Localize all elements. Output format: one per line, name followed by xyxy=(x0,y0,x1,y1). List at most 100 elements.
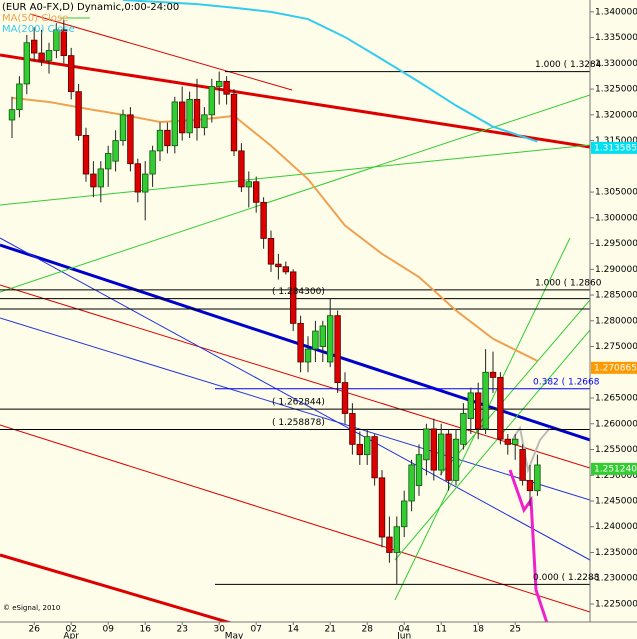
x-tick-label: 02 xyxy=(65,625,76,635)
candle-body xyxy=(38,52,45,62)
y-tick-label: 1.235000 xyxy=(595,548,637,558)
trend-line xyxy=(0,144,590,206)
legend-entry: MA(50) Close xyxy=(2,13,68,24)
level-label: 0.382 ( 1.2668 xyxy=(533,377,600,387)
candle-body xyxy=(452,438,460,481)
legend-entry: MA(200) Close xyxy=(2,24,75,35)
trend-line xyxy=(0,243,590,442)
price-marker-label: 1.270865 xyxy=(594,363,637,373)
candle-body xyxy=(519,449,526,481)
candle-body xyxy=(215,80,223,87)
price-marker xyxy=(591,361,637,374)
x-tick-label: 07 xyxy=(250,625,261,635)
candle-body xyxy=(30,39,38,54)
trend-line xyxy=(394,329,590,561)
y-tick-label: 1.315000 xyxy=(595,136,637,146)
candle-body xyxy=(326,315,334,363)
x-tick-label: 18 xyxy=(472,625,484,635)
candle-body xyxy=(349,413,356,445)
candle-body xyxy=(363,436,371,456)
candle-body xyxy=(60,29,67,57)
level-label: ( 1.262844) xyxy=(272,398,325,408)
candle-body xyxy=(208,86,215,116)
candle-body xyxy=(393,526,400,553)
candle-body xyxy=(341,382,349,414)
price-marker xyxy=(591,141,637,154)
candle-body xyxy=(16,83,23,111)
candle-body xyxy=(141,173,149,193)
candle-body xyxy=(134,163,141,193)
candle-body xyxy=(112,140,119,162)
y-tick-label: 1.295000 xyxy=(595,239,637,249)
candle-body xyxy=(178,101,186,134)
candle-body xyxy=(97,168,104,188)
trend-line xyxy=(0,237,590,561)
price-marker xyxy=(591,462,637,475)
candle-body xyxy=(474,392,482,430)
y-tick-label: 1.250000 xyxy=(595,471,637,481)
trend-line xyxy=(0,94,590,293)
candle-body xyxy=(282,266,289,273)
plot xyxy=(0,0,590,585)
x-tick-label: 16 xyxy=(139,625,151,635)
candle-body xyxy=(504,438,511,445)
candle-body xyxy=(289,271,297,324)
y-tick-label: 1.230000 xyxy=(595,574,637,584)
projection xyxy=(508,469,549,622)
candle-body xyxy=(23,42,30,85)
price-marker-label: 1.313585 xyxy=(594,143,637,153)
candle-body xyxy=(312,330,319,350)
candle-body xyxy=(437,433,445,471)
candle-body xyxy=(105,153,112,170)
candle-body xyxy=(53,29,60,51)
candle-body xyxy=(164,129,171,147)
candle-body xyxy=(534,464,541,492)
candle-body xyxy=(75,91,82,136)
candle-body xyxy=(430,428,437,471)
candle-body xyxy=(127,114,134,165)
candle-body xyxy=(82,135,90,175)
candle-body xyxy=(415,454,423,486)
y-tick-label: 1.305000 xyxy=(595,188,637,198)
candle-body xyxy=(489,371,497,378)
candle-body xyxy=(223,80,230,95)
candle-body xyxy=(526,480,534,492)
trend-line xyxy=(29,13,293,91)
month-label: Jun xyxy=(396,632,411,639)
candle-body xyxy=(186,98,193,134)
candle-body xyxy=(275,263,282,268)
candle-body xyxy=(371,436,378,479)
level-label: ( 1.284300) xyxy=(272,287,325,297)
x-tick-label: 09 xyxy=(102,625,114,635)
x-tick-label: 11 xyxy=(435,625,446,635)
candle-body xyxy=(319,325,326,347)
candle-body xyxy=(260,201,267,239)
candle-body xyxy=(512,438,519,445)
moving-average xyxy=(11,96,538,362)
month-label: Apr xyxy=(63,632,79,639)
candle-body xyxy=(8,109,16,121)
chart-title: (EUR A0-FX,D) Dynamic,0:00-24:00 xyxy=(2,2,179,13)
candle-body xyxy=(497,377,504,440)
level-label: 0.000 ( 1.2288 xyxy=(533,573,600,583)
x-tick-label: 30 xyxy=(213,625,225,635)
x-tick-label: 23 xyxy=(176,625,187,635)
candle-body xyxy=(482,371,489,430)
trend-line xyxy=(0,284,590,469)
y-tick-label: 1.260000 xyxy=(595,419,637,429)
candle-body xyxy=(304,348,312,363)
candle-body xyxy=(119,114,127,141)
y-tick-label: 1.240000 xyxy=(595,522,637,532)
candle-body xyxy=(467,392,474,420)
y-tick-label: 1.285000 xyxy=(595,291,637,301)
candle-body xyxy=(460,413,467,445)
candle-body xyxy=(378,477,386,538)
y-tick-label: 1.300000 xyxy=(595,213,637,223)
y-tick-label: 1.330000 xyxy=(595,59,637,69)
candle-body xyxy=(252,181,260,203)
projection xyxy=(511,425,551,474)
x-tick-label: 26 xyxy=(28,625,40,635)
y-tick-label: 1.280000 xyxy=(595,316,637,326)
candle-body xyxy=(68,55,75,93)
